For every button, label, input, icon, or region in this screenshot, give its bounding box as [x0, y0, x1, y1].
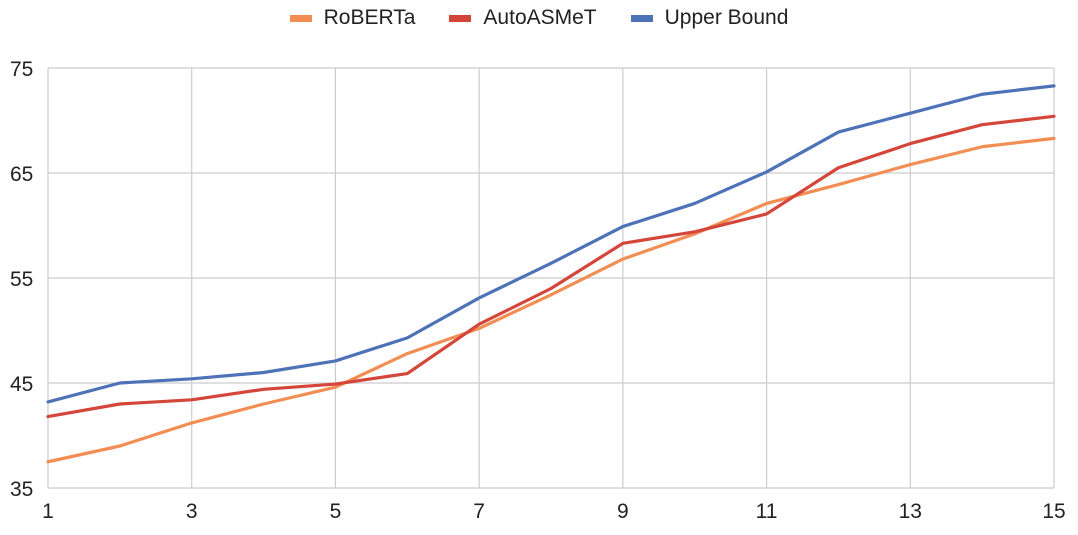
x-tick-label: 3 — [186, 500, 198, 523]
y-tick-label: 35 — [10, 478, 33, 501]
x-tick-label: 15 — [1042, 500, 1065, 523]
legend-swatch-autoasmet — [449, 14, 472, 22]
y-tick-label: 55 — [10, 268, 33, 291]
x-tick-label: 13 — [899, 500, 922, 523]
x-tick-label: 9 — [617, 500, 629, 523]
y-axis: 35 45 55 65 75 — [10, 58, 33, 501]
legend-swatch-upper-bound — [630, 14, 653, 22]
legend-label-autoasmet: AutoASMeT — [483, 6, 597, 29]
x-tick-label: 11 — [756, 500, 778, 523]
x-tick-label: 7 — [473, 500, 485, 523]
legend-swatch-roberta — [289, 14, 312, 22]
legend-item-autoasmet: AutoASMeT — [449, 6, 597, 30]
grid — [47, 67, 1055, 489]
y-tick-label: 65 — [10, 163, 33, 186]
legend-label-upper-bound: Upper Bound — [664, 6, 789, 29]
series-lines — [46, 84, 1056, 464]
x-axis: 1 3 5 7 9 11 13 15 — [42, 500, 1066, 523]
y-tick-label: 75 — [10, 58, 33, 81]
series-line-roberta — [46, 136, 1056, 464]
x-tick-label: 1 — [42, 500, 54, 523]
series-line-autoasmet — [46, 114, 1056, 419]
legend-item-roberta: RoBERTa — [289, 6, 416, 30]
legend: RoBERTa AutoASMeT Upper Bound — [0, 6, 1078, 30]
x-tick-label: 5 — [330, 500, 342, 523]
legend-label-roberta: RoBERTa — [323, 6, 416, 29]
series-line-upper-bound — [46, 84, 1056, 404]
legend-item-upper-bound: Upper Bound — [630, 6, 789, 30]
y-tick-label: 45 — [10, 373, 33, 396]
